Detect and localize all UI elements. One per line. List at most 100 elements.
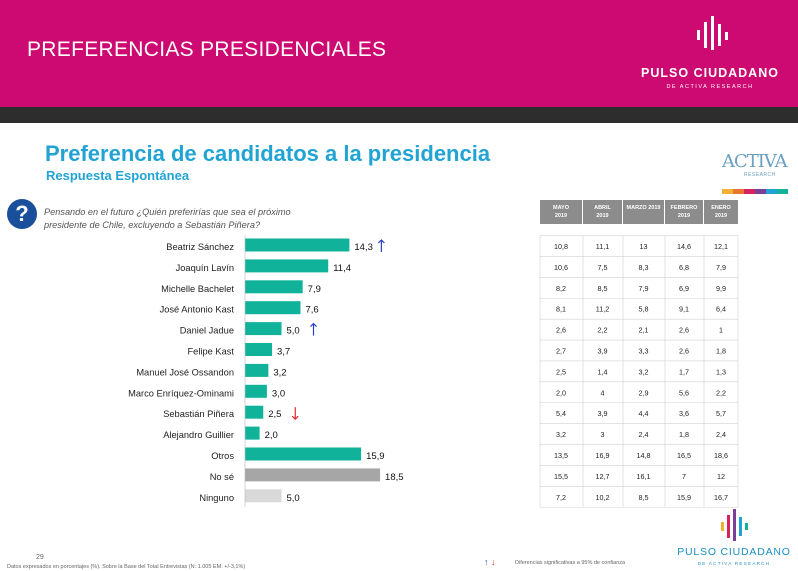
- bar: [245, 405, 264, 419]
- table-cell: 4: [601, 388, 605, 397]
- table-cell: 12,1: [714, 242, 728, 251]
- table-cell: 7,5: [598, 263, 608, 272]
- bar: [245, 322, 282, 336]
- table-cell: 5,4: [556, 409, 566, 418]
- table-cell: 5,6: [679, 388, 689, 397]
- table-cell: 1,4: [598, 367, 608, 376]
- table-cell: 2,1: [639, 326, 649, 335]
- table-cell: 1: [719, 326, 723, 335]
- category-label: José Antonio Kast: [160, 305, 235, 315]
- activa-logo: ACTIVA RESEARCH: [716, 147, 788, 197]
- arrow-up-icon: [377, 239, 385, 244]
- table-header-year: 2019: [715, 213, 727, 219]
- data-label: 14,3: [354, 242, 373, 253]
- bar: [245, 426, 260, 440]
- page-number: 29: [36, 554, 44, 561]
- data-label: 11,4: [333, 263, 351, 274]
- table-header-cell: [704, 200, 738, 224]
- bar: [245, 259, 329, 273]
- table-cell: 10,8: [554, 242, 568, 251]
- arrow-up-icon: [310, 322, 317, 328]
- table-cell: 8,3: [639, 263, 649, 272]
- table-cell: 13,5: [554, 451, 568, 460]
- data-label: 3,0: [272, 388, 285, 399]
- table-header-year: 2019: [596, 213, 608, 219]
- table-cell: 3: [601, 430, 605, 439]
- table-cell: 2,4: [716, 430, 726, 439]
- table-cell: 6,4: [716, 305, 726, 314]
- data-label: 3,2: [273, 367, 286, 378]
- data-label: 5,0: [287, 326, 300, 337]
- table-cell: 3,2: [639, 367, 649, 376]
- table-header-cell: [540, 200, 582, 224]
- pulso-footer-logo-icon: [721, 509, 748, 541]
- category-label: Michelle Bachelet: [161, 284, 234, 294]
- category-label: Otros: [211, 451, 234, 461]
- bar: [245, 280, 303, 294]
- table-cell: 2,6: [679, 326, 689, 335]
- page-title: PREFERENCIAS PRESIDENCIALES: [27, 38, 387, 61]
- candidates-bar-chart: MAYO 2019 ABRIL 2019 MARZO 2019 FEBRERO 2019 EN…: [128, 200, 739, 508]
- table-cell: 1,7: [679, 367, 689, 376]
- table-header-month: MAYO: [553, 205, 570, 211]
- pulso-logo-icon: [697, 16, 728, 50]
- footer-logo-subtitle: DE ACTIVA RESEARCH: [697, 561, 771, 566]
- table-cell: 5,7: [716, 409, 726, 418]
- table-cell: 4,4: [639, 409, 649, 418]
- table-cell: 18,6: [714, 451, 728, 460]
- table-cell: 1,3: [716, 367, 726, 376]
- table-cell: 5,8: [639, 305, 649, 314]
- table-cell: 3,3: [639, 347, 649, 356]
- bar: [245, 343, 273, 356]
- table-header-year: 2019: [678, 213, 690, 219]
- table-cell: 2,2: [716, 388, 726, 397]
- data-label: 7,9: [308, 284, 321, 295]
- category-label: Manuel José Ossandon: [136, 367, 234, 377]
- table-cell: 3,9: [598, 409, 608, 418]
- category-label: No sé: [210, 472, 234, 482]
- bar: [245, 384, 267, 398]
- pulso-ciudadano-footer-logo: PULSO CIUDADANO DE ACTIVA RESEARCH: [670, 508, 798, 570]
- table-header-month: FEBRERO: [671, 205, 699, 211]
- table-cell: 2,2: [598, 326, 608, 335]
- footnote: Datos expresados en porcentajes (%). Sob…: [7, 564, 246, 570]
- table-cell: 15,9: [677, 493, 691, 502]
- table-cell: 3,6: [679, 409, 689, 418]
- significance-note: Diferencias significativas a 95% de conf…: [515, 560, 626, 566]
- table-cell: 16,9: [596, 451, 610, 460]
- chart-subtitle: Respuesta Espontánea: [46, 168, 190, 183]
- logo-subtitle: DE ACTIVA RESEARCH: [666, 84, 754, 90]
- table-cell: 2,6: [679, 347, 689, 356]
- data-label: 18,5: [385, 472, 404, 483]
- pulso-ciudadano-logo: PULSO CIUDADANO DE ACTIVA RESEARCH: [640, 14, 780, 99]
- table-header-month: ABRIL: [594, 205, 611, 211]
- table-cell: 7,2: [556, 493, 566, 502]
- bar: [245, 238, 350, 252]
- table-cell: 16,7: [714, 493, 728, 502]
- data-label: 3,7: [277, 347, 290, 358]
- table-cell: 9,9: [716, 284, 726, 293]
- bar: [245, 468, 381, 482]
- category-label: Sebastián Piñera: [163, 409, 235, 419]
- table-cell: 14,8: [637, 451, 651, 460]
- question-line-2: presidente de Chile, excluyendo a Sebast…: [44, 220, 261, 230]
- table-cell: 1,8: [716, 347, 726, 356]
- category-label: Felipe Kast: [187, 347, 234, 357]
- table-header-year: 2019: [555, 213, 567, 219]
- table-cell: 12: [717, 472, 725, 481]
- bar: [245, 301, 301, 315]
- data-label: 2,5: [268, 409, 281, 420]
- table-cell: 3,9: [598, 347, 608, 356]
- header-banner: PREFERENCIAS PRESIDENCIALES PULSO CIUDAD…: [0, 0, 798, 107]
- table-cell: 2,5: [556, 367, 566, 376]
- table-cell: 15,5: [554, 472, 568, 481]
- table-cell: 2,0: [556, 388, 566, 397]
- category-label: Joaquín Lavín: [176, 263, 234, 273]
- table-cell: 7,9: [716, 263, 726, 272]
- question-icon: ?: [7, 199, 37, 229]
- table-cell: 2,4: [639, 430, 649, 439]
- data-label: 7,6: [305, 305, 318, 316]
- table-cell: 2,7: [556, 347, 566, 356]
- arrow-down-icon: ↓: [491, 557, 496, 567]
- arrow-up-icon: ↑: [484, 557, 489, 567]
